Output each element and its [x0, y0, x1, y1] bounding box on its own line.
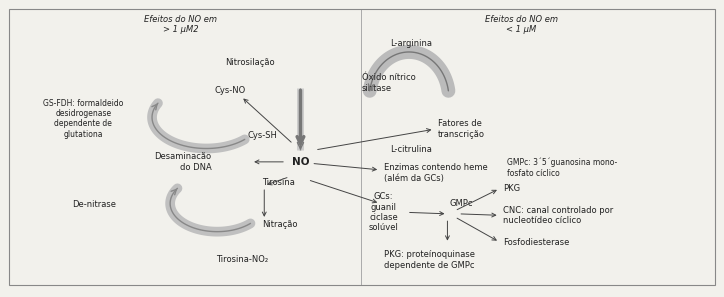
Text: PKG: PKG	[503, 184, 521, 193]
Text: Efeitos do NO em
> 1 μM2: Efeitos do NO em > 1 μM2	[145, 15, 217, 34]
Text: GMPc: GMPc	[450, 199, 473, 208]
Text: L-citrulina: L-citrulina	[390, 146, 432, 154]
Text: CNC: canal controlado por
nucleotídeo cíclico: CNC: canal controlado por nucleotídeo cí…	[503, 206, 613, 225]
Text: Efeitos do NO em
< 1 μM: Efeitos do NO em < 1 μM	[485, 15, 557, 34]
Text: Óxido nítrico
sintase: Óxido nítrico sintase	[362, 73, 416, 93]
Text: Fatores de
transcrição: Fatores de transcrição	[438, 119, 485, 139]
Text: Cys-NO: Cys-NO	[214, 86, 246, 95]
Text: GS-FDH: formaldeido
desidrogenase
dependente de
glutationa: GS-FDH: formaldeido desidrogenase depend…	[43, 99, 124, 139]
Text: GMPc: 3´5´guanosina mono-
fosfato cíclico: GMPc: 3´5´guanosina mono- fosfato cíclic…	[507, 158, 617, 178]
Text: PKG: proteínoquinase
dependente de GMPc: PKG: proteínoquinase dependente de GMPc	[384, 250, 475, 270]
Text: Desaminacão
do DNA: Desaminacão do DNA	[154, 152, 211, 172]
Text: Enzimas contendo heme
(além da GCs): Enzimas contendo heme (além da GCs)	[384, 163, 487, 183]
Text: De-nitrase: De-nitrase	[72, 200, 116, 209]
Text: Cys-SH: Cys-SH	[248, 131, 277, 140]
Text: Nitrosilação: Nitrosilação	[225, 58, 274, 67]
Text: Nitração: Nitração	[262, 220, 298, 229]
Text: Fosfodiesterase: Fosfodiesterase	[503, 238, 570, 247]
Text: Tirosina-NO₂: Tirosina-NO₂	[216, 255, 269, 264]
Text: L-arginina: L-arginina	[390, 39, 432, 48]
Text: GCs:
guanil
ciclase
solúvel: GCs: guanil ciclase solúvel	[369, 192, 399, 233]
Text: NO: NO	[292, 157, 309, 167]
Text: Tirosina: Tirosina	[262, 178, 295, 187]
